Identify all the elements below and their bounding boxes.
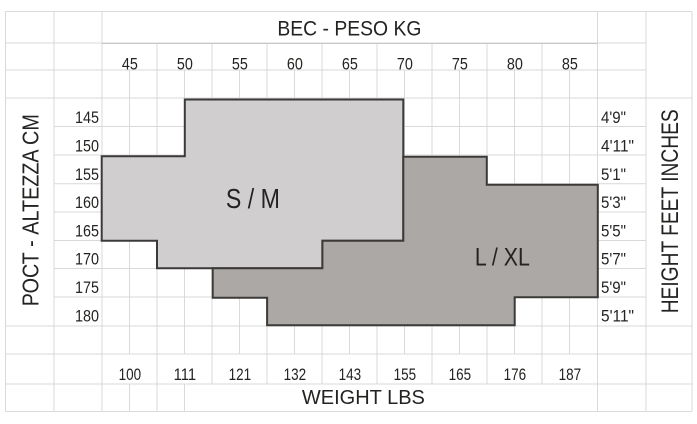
- svg-text:187: 187: [559, 365, 582, 384]
- svg-text:176: 176: [504, 365, 527, 384]
- svg-text:50: 50: [177, 54, 193, 73]
- svg-text:170: 170: [75, 250, 99, 269]
- svg-text:L / XL: L / XL: [475, 243, 530, 271]
- svg-text:155: 155: [75, 165, 99, 184]
- svg-text:5'1": 5'1": [601, 165, 626, 184]
- svg-text:85: 85: [562, 54, 578, 73]
- svg-text:70: 70: [397, 54, 413, 73]
- svg-text:5'11": 5'11": [601, 306, 634, 325]
- svg-text:175: 175: [75, 278, 99, 297]
- svg-text:4'9": 4'9": [601, 108, 626, 127]
- svg-text:100: 100: [119, 365, 142, 384]
- svg-text:60: 60: [287, 54, 303, 73]
- svg-text:5'3": 5'3": [601, 193, 626, 212]
- svg-text:65: 65: [342, 54, 358, 73]
- svg-text:55: 55: [232, 54, 248, 73]
- svg-text:45: 45: [122, 54, 138, 73]
- svg-text:4'11": 4'11": [601, 136, 634, 155]
- svg-text:HEIGHT FEET INCHES: HEIGHT FEET INCHES: [657, 109, 684, 313]
- svg-text:5'5": 5'5": [601, 221, 626, 240]
- svg-text:155: 155: [394, 365, 417, 384]
- svg-text:160: 160: [75, 193, 99, 212]
- svg-text:145: 145: [75, 108, 99, 127]
- svg-text:РОСТ - ALTEZZA CM: РОСТ - ALTEZZA CM: [18, 114, 44, 306]
- svg-text:180: 180: [75, 306, 99, 325]
- svg-text:150: 150: [75, 136, 99, 155]
- svg-text:S / M: S / M: [226, 183, 280, 214]
- svg-text:80: 80: [507, 54, 523, 73]
- svg-text:5'9": 5'9": [601, 278, 626, 297]
- svg-text:132: 132: [284, 365, 307, 384]
- svg-text:165: 165: [75, 221, 99, 240]
- svg-text:75: 75: [452, 54, 468, 73]
- svg-text:165: 165: [449, 365, 472, 384]
- svg-text:ВЕС - PESO KG: ВЕС - PESO KG: [277, 17, 421, 41]
- svg-text:111: 111: [174, 365, 197, 384]
- svg-text:143: 143: [339, 365, 362, 384]
- svg-text:5'7": 5'7": [601, 250, 626, 269]
- svg-text:121: 121: [229, 365, 252, 384]
- svg-text:WEIGHT LBS: WEIGHT LBS: [302, 386, 425, 409]
